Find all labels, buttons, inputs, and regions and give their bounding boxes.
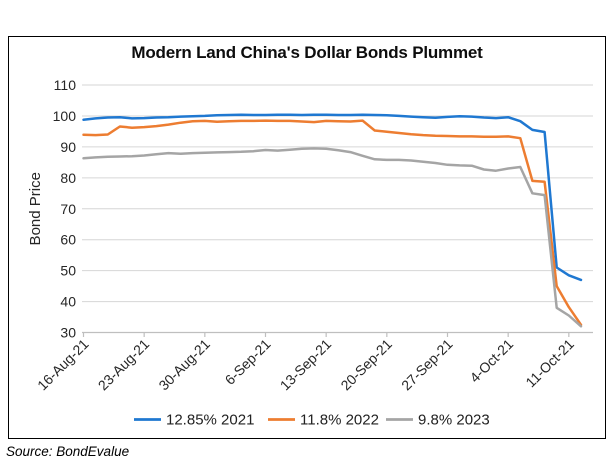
x-tick-label: 16-Aug-21 xyxy=(34,336,92,394)
x-tick-label: 6-Sep-21 xyxy=(222,336,274,388)
y-tick-label: 100 xyxy=(53,108,77,124)
legend-label-1: 11.8% 2022 xyxy=(300,412,379,429)
series-line-0 xyxy=(82,113,583,282)
series-line-2 xyxy=(82,147,583,328)
y-tick-label: 70 xyxy=(60,201,76,217)
legend-label-2: 9.8% 2023 xyxy=(418,412,490,429)
x-tick-label: 13-Sep-21 xyxy=(277,336,335,394)
x-tick-label: 4-Oct-21 xyxy=(466,336,516,386)
y-tick-label: 40 xyxy=(60,294,76,310)
y-tick-label: 90 xyxy=(60,139,76,155)
chart-title: Modern Land China's Dollar Bonds Plummet xyxy=(131,43,483,62)
y-tick-label: 60 xyxy=(60,232,76,248)
x-tick-label: 27-Sep-21 xyxy=(398,336,456,394)
legend-label-0: 12.85% 2021 xyxy=(166,412,254,429)
series-line-1 xyxy=(82,119,583,327)
x-tick-label: 20-Sep-21 xyxy=(337,336,395,394)
y-tick-label: 30 xyxy=(60,325,76,341)
x-tick-label: 23-Aug-21 xyxy=(95,336,153,394)
y-tick-label: 110 xyxy=(54,77,77,93)
y-tick-label: 50 xyxy=(60,263,76,279)
y-axis-title: Bond Price xyxy=(27,172,44,245)
x-tick-label: 11-Oct-21 xyxy=(522,336,577,391)
source-note: Source: BondEvalue xyxy=(6,444,130,459)
y-tick-label: 80 xyxy=(60,170,76,186)
x-tick-label: 30-Aug-21 xyxy=(155,336,213,394)
chart-border xyxy=(8,36,606,439)
